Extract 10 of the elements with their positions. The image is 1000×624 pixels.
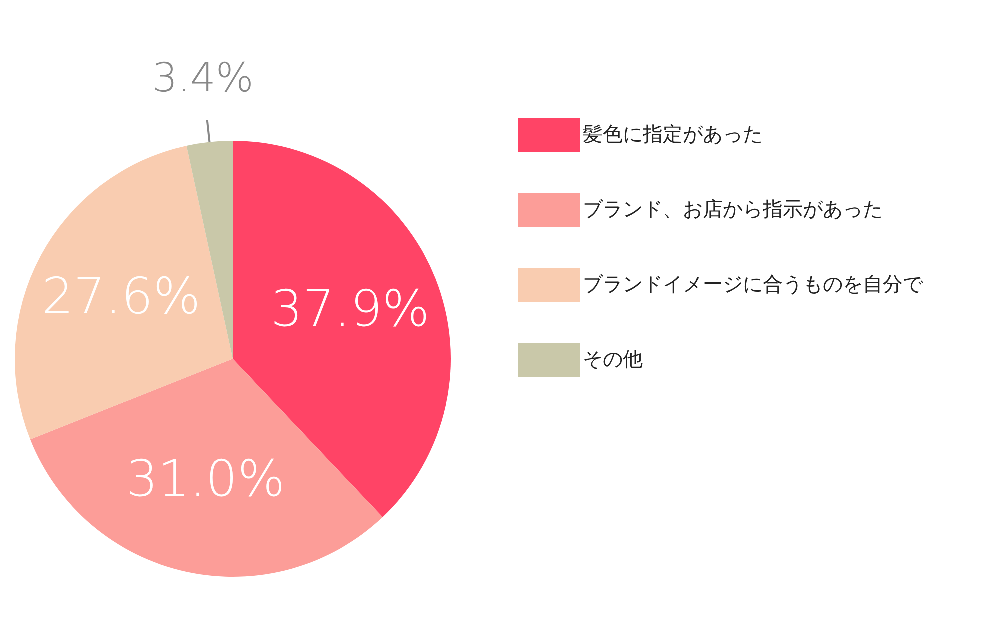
data-label: 37.9%	[271, 280, 430, 338]
legend-label: ブランド、お店から指示があった	[583, 197, 883, 221]
legend-label: ブランドイメージに合うものを自分で	[583, 272, 924, 296]
data-label: 27.6%	[42, 267, 201, 326]
data-label: 31.0%	[126, 450, 286, 508]
legend-label: 髪色に指定があった	[583, 122, 763, 146]
pie-slice	[30, 359, 383, 577]
legend-label: その他	[583, 347, 643, 371]
pie-slice	[15, 146, 233, 440]
data-label: 3.4%	[152, 56, 254, 102]
